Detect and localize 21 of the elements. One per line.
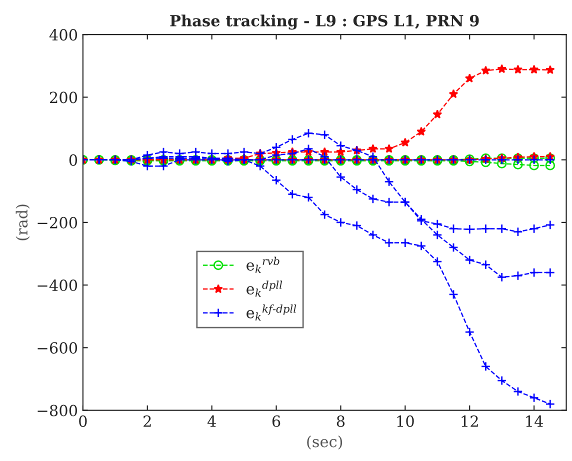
x-tick-label: 0	[79, 415, 87, 427]
x-tick-label: 14	[526, 415, 544, 427]
chart-title: Phase tracking - L9 : GPS L1, PRN 9	[170, 14, 479, 30]
x-tick-label: 10	[397, 415, 414, 427]
x-tick-label: 8	[336, 415, 345, 427]
y-tick-label: 400	[49, 29, 78, 41]
x-tick-label: 12	[462, 415, 478, 427]
y-axis-title: (rad)	[16, 204, 30, 240]
y-tick-label: 0	[69, 154, 78, 166]
x-tick-label: 2	[144, 415, 151, 427]
y-tick-label: −400	[38, 280, 78, 292]
x-tick-label: 6	[272, 415, 280, 427]
y-tick-label: 200	[50, 92, 78, 104]
y-tick-label: −600	[38, 342, 78, 354]
y-tick-label: −800	[38, 404, 78, 416]
x-tick-label: 4	[207, 415, 216, 427]
legend-label: e$_{k}$$^{kf‑dpll}$	[246, 304, 296, 321]
legend-label: e$_{k}$$^{dpll}$	[246, 280, 282, 297]
legend-label: e$_{k}$$^{rvb}$	[246, 256, 280, 273]
x-axis-title: (sec)	[307, 435, 342, 450]
y-tick-label: −200	[38, 216, 78, 228]
